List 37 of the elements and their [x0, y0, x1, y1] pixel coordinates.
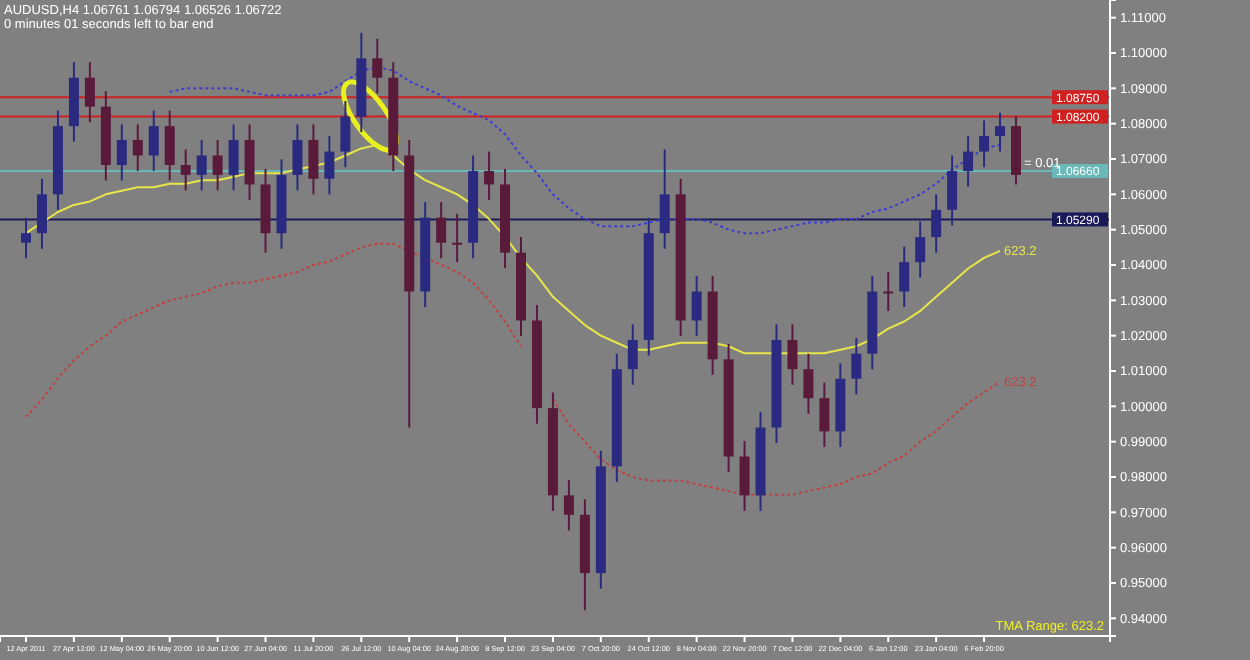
candlestick [340, 100, 351, 169]
candlestick [324, 135, 335, 196]
candlestick [36, 177, 47, 250]
candlestick [132, 123, 143, 173]
candlestick [21, 216, 31, 260]
candlestick [819, 381, 830, 448]
candlestick [947, 154, 958, 227]
candlestick [244, 123, 255, 201]
candlestick [979, 119, 990, 169]
candlestick [691, 274, 702, 338]
candlestick [180, 148, 191, 192]
candlestick [899, 245, 910, 309]
candlestick [627, 323, 638, 386]
candlestick [164, 109, 175, 182]
candlestick [148, 109, 159, 173]
candlestick [739, 439, 750, 512]
candlestick [212, 138, 223, 192]
candlestick [436, 201, 447, 260]
candlestick [931, 193, 942, 254]
candlestick [883, 271, 894, 312]
candlestick [292, 123, 303, 192]
candlestick [308, 123, 319, 196]
candlestick [484, 150, 495, 201]
candlestick [803, 352, 814, 415]
candlestick [787, 323, 798, 386]
candlestick [84, 61, 95, 124]
candlestick [659, 148, 670, 250]
candlestick [963, 135, 974, 188]
candlestick [116, 123, 127, 182]
candlestick [228, 123, 239, 192]
candlestick [563, 478, 574, 532]
candlestick [452, 212, 463, 264]
candlestick [915, 220, 926, 279]
candlestick [372, 37, 383, 95]
candlestick [196, 138, 207, 192]
candlestick [851, 337, 862, 396]
candlestick [995, 111, 1006, 153]
